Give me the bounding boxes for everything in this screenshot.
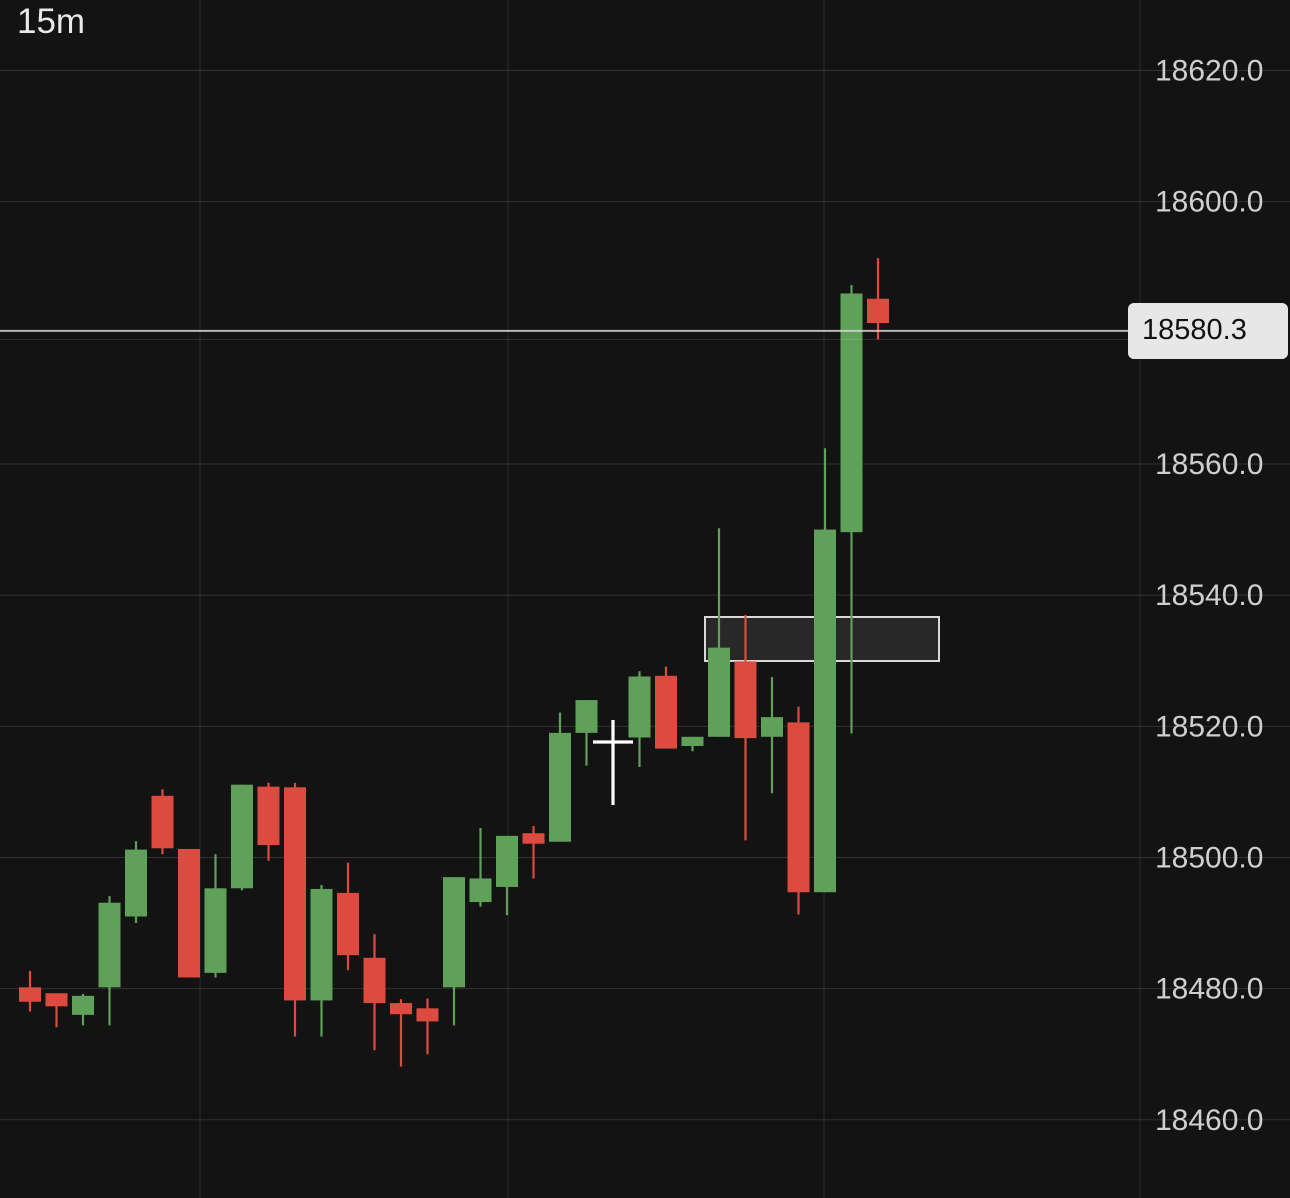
svg-text:18540.0: 18540.0: [1155, 579, 1263, 612]
svg-text:18520.0: 18520.0: [1155, 710, 1263, 743]
svg-text:18460.0: 18460.0: [1155, 1104, 1263, 1137]
svg-text:18500.0: 18500.0: [1155, 841, 1263, 874]
svg-text:18480.0: 18480.0: [1155, 973, 1263, 1006]
svg-text:18620.0: 18620.0: [1155, 55, 1263, 88]
svg-text:18600.0: 18600.0: [1155, 186, 1263, 219]
svg-text:18560.0: 18560.0: [1155, 448, 1263, 481]
